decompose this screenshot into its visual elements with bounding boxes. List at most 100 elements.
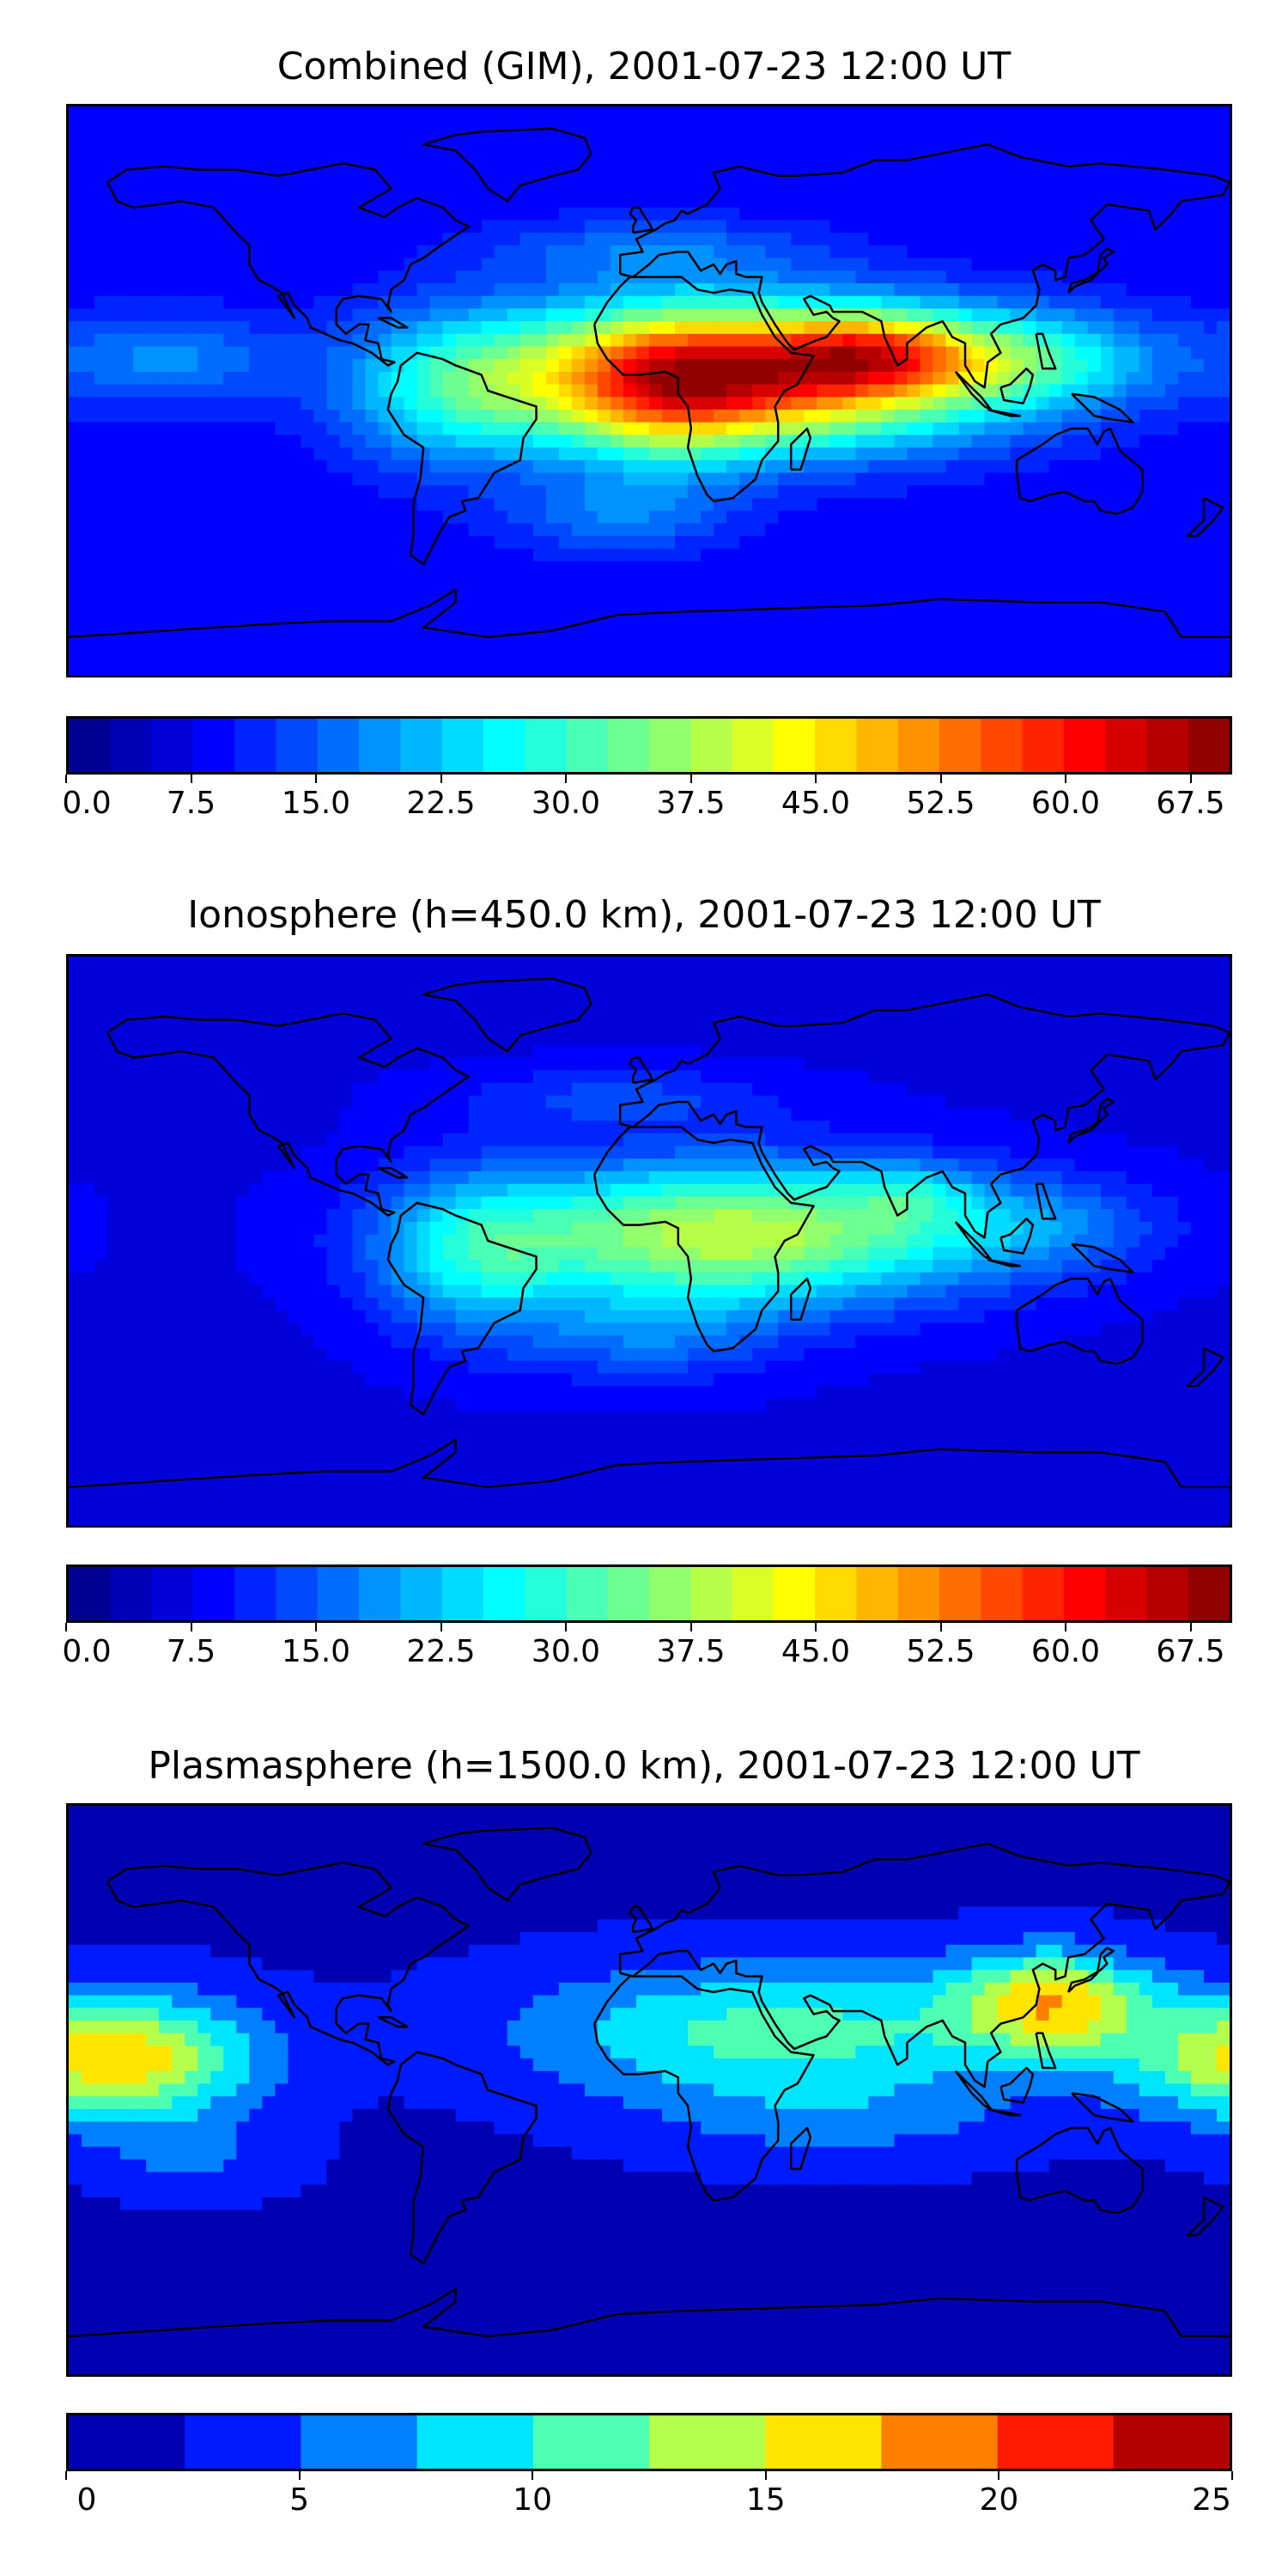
field-cell bbox=[1100, 598, 1115, 613]
field-cell bbox=[701, 548, 714, 562]
field-cell bbox=[545, 258, 560, 271]
field-cell bbox=[378, 472, 392, 486]
field-cell bbox=[1010, 611, 1024, 625]
field-cell bbox=[675, 346, 689, 360]
field-cell bbox=[172, 346, 185, 360]
field-cell bbox=[313, 523, 328, 537]
field-cell bbox=[726, 1032, 740, 1046]
field-cell bbox=[881, 1006, 896, 1021]
field-cell bbox=[442, 169, 457, 183]
field-cell bbox=[1126, 118, 1140, 133]
field-cell bbox=[404, 359, 418, 373]
field-cell bbox=[907, 422, 921, 436]
field-cell bbox=[1139, 586, 1153, 600]
field-cell bbox=[1151, 1019, 1166, 1033]
field-cell bbox=[455, 1057, 470, 1071]
field-cell bbox=[197, 156, 211, 171]
field-cell bbox=[416, 1019, 431, 1033]
field-cell bbox=[455, 270, 470, 284]
field-cell bbox=[558, 346, 573, 360]
field-cell bbox=[378, 258, 392, 271]
field-cell bbox=[688, 220, 702, 234]
field-cell bbox=[249, 283, 263, 297]
field-cell bbox=[817, 498, 830, 512]
field-cell bbox=[69, 359, 82, 373]
field-cell bbox=[984, 957, 999, 970]
field-cell bbox=[365, 969, 380, 983]
field-cell bbox=[1126, 359, 1140, 373]
field-cell bbox=[584, 510, 598, 525]
field-cell bbox=[842, 994, 856, 1008]
field-cell bbox=[133, 359, 147, 373]
field-cell bbox=[94, 422, 108, 436]
field-cell bbox=[313, 536, 328, 550]
field-cell bbox=[313, 106, 328, 120]
field-cell bbox=[739, 510, 753, 525]
field-cell bbox=[675, 182, 689, 196]
field-cell bbox=[868, 523, 882, 537]
field-cell bbox=[997, 233, 1012, 246]
field-cell bbox=[326, 283, 341, 297]
field-cell bbox=[326, 510, 341, 525]
field-cell bbox=[107, 624, 121, 638]
field-cell bbox=[1216, 561, 1230, 574]
field-cell bbox=[416, 485, 431, 499]
field-cell bbox=[675, 118, 689, 133]
field-cell bbox=[391, 662, 405, 675]
field-cell bbox=[172, 371, 185, 386]
colorbar-swatch bbox=[234, 719, 277, 772]
field-cell bbox=[1061, 649, 1076, 663]
field-cell bbox=[829, 536, 843, 550]
field-cell bbox=[752, 131, 766, 145]
field-cell bbox=[1203, 598, 1218, 613]
field-cell bbox=[262, 295, 276, 309]
field-cell bbox=[301, 649, 315, 663]
field-cell bbox=[726, 523, 740, 537]
field-cell bbox=[933, 169, 947, 183]
field-cell bbox=[984, 207, 999, 221]
field-cell bbox=[262, 459, 276, 474]
field-cell bbox=[1177, 258, 1192, 271]
field-cell bbox=[1177, 233, 1192, 246]
field-cell bbox=[584, 598, 598, 613]
field-cell bbox=[301, 359, 315, 373]
field-cell bbox=[507, 1019, 521, 1033]
field-cell bbox=[223, 258, 237, 271]
field-cell bbox=[391, 1006, 405, 1021]
field-cell bbox=[635, 156, 650, 171]
field-cell bbox=[726, 144, 740, 158]
field-cell bbox=[610, 106, 624, 120]
field-cell bbox=[1048, 245, 1063, 259]
field-cell bbox=[223, 598, 237, 613]
field-cell bbox=[442, 957, 457, 970]
field-cell bbox=[584, 574, 598, 587]
field-cell bbox=[1100, 649, 1115, 663]
field-cell bbox=[378, 574, 392, 587]
field-cell bbox=[507, 1032, 521, 1046]
field-cell bbox=[378, 510, 392, 525]
field-cell bbox=[752, 233, 766, 246]
field-cell bbox=[675, 207, 689, 221]
field-cell bbox=[1126, 561, 1140, 574]
field-cell bbox=[1139, 662, 1153, 675]
field-cell bbox=[558, 207, 573, 221]
field-cell bbox=[1100, 536, 1115, 550]
field-cell bbox=[894, 536, 908, 550]
field-cell bbox=[494, 649, 508, 663]
field-cell bbox=[739, 233, 753, 246]
field-cell bbox=[519, 169, 534, 183]
field-cell bbox=[1203, 233, 1218, 246]
field-cell bbox=[94, 258, 108, 271]
field-cell bbox=[172, 510, 185, 525]
field-cell bbox=[352, 969, 367, 983]
field-cell bbox=[1151, 981, 1166, 995]
field-cell bbox=[829, 611, 843, 625]
field-cell bbox=[714, 1006, 727, 1021]
field-cell bbox=[597, 1032, 611, 1046]
field-cell bbox=[842, 611, 856, 625]
field-cell bbox=[804, 169, 817, 183]
field-cell bbox=[1164, 969, 1179, 983]
field-cell bbox=[1151, 156, 1166, 171]
field-cell bbox=[69, 333, 82, 348]
field-cell bbox=[301, 459, 315, 474]
